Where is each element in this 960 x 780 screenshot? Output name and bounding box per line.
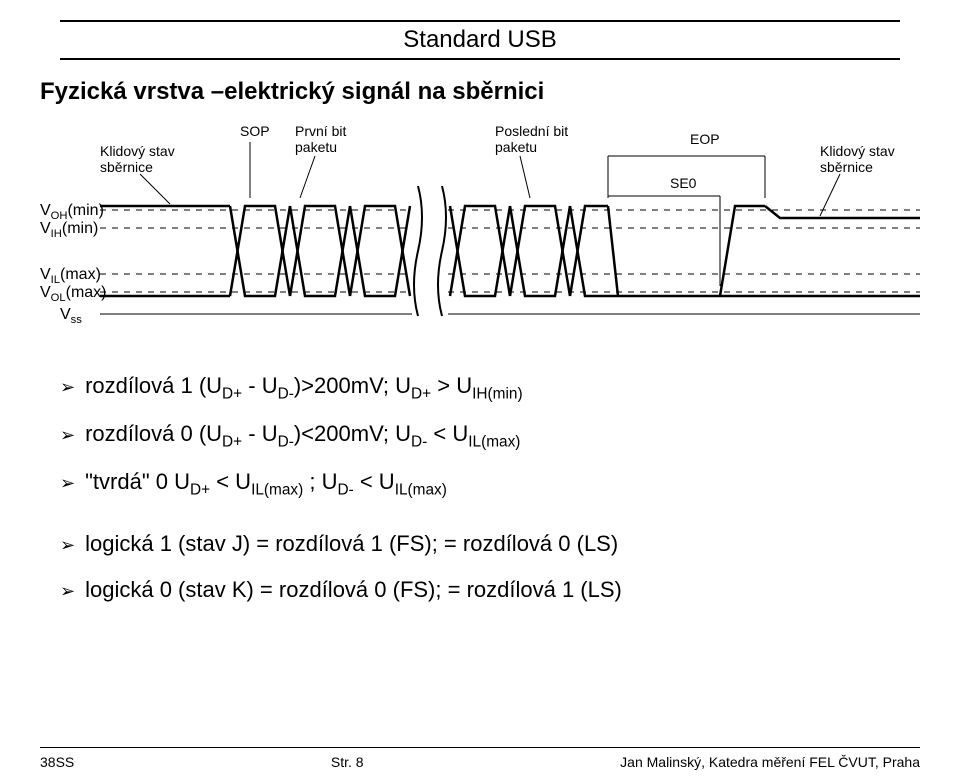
page-title: Standard USB: [403, 26, 556, 53]
eop-label: EOP: [690, 131, 720, 147]
bullet-diff0: ➢ rozdílová 0 (UD+ - UD-)<200mV; UD- < U…: [60, 414, 920, 456]
last-bit-label: Poslední bit paketu: [495, 123, 572, 155]
idle-right-label: Klidový stav sběrnice: [820, 143, 899, 175]
vss-label: Vss: [60, 306, 82, 326]
bullet-icon: ➢: [60, 419, 75, 451]
vih-label: VIH(min): [40, 220, 98, 240]
bullet-diff1: ➢ rozdílová 1 (UD+ - UD-)>200mV; UD+ > U…: [60, 366, 920, 408]
bullet-logic1: ➢ logická 1 (stav J) = rozdílová 1 (FS);…: [60, 524, 920, 564]
bullet-list-1: ➢ rozdílová 1 (UD+ - UD-)>200mV; UD+ > U…: [60, 366, 920, 504]
bullet-list-2: ➢ logická 1 (stav J) = rozdílová 1 (FS);…: [60, 524, 920, 609]
bullet-logic0: ➢ logická 0 (stav K) = rozdílová 0 (FS);…: [60, 570, 920, 610]
bullet-icon: ➢: [60, 467, 75, 499]
footer: 38SS Str. 8 Jan Malinský, Katedra měření…: [40, 747, 920, 770]
title-box: Standard USB: [60, 20, 900, 60]
idle-left-label: Klidový stav sběrnice: [100, 143, 179, 175]
bullet-icon: ➢: [60, 575, 75, 607]
waveform-svg: SOP První bit paketu Poslední bit paketu…: [100, 116, 920, 346]
first-bit-label: První bit paketu: [295, 123, 350, 155]
bullet-hard0: ➢ "tvrdá" 0 UD+ < UIL(max) ; UD- < UIL(m…: [60, 462, 920, 504]
signal-diagram: VOH(min) VIH(min) VIL(max) VOL(max) Vss …: [40, 116, 920, 346]
vol-label: VOL(max): [40, 284, 107, 304]
subtitle: Fyzická vrstva –elektrický signál na sbě…: [40, 78, 920, 106]
se0-label: SE0: [670, 175, 697, 191]
footer-left: 38SS: [40, 754, 74, 770]
bullet-icon: ➢: [60, 371, 75, 403]
sop-label: SOP: [240, 123, 270, 139]
footer-center: Str. 8: [331, 754, 364, 770]
footer-right: Jan Malinský, Katedra měření FEL ČVUT, P…: [620, 754, 920, 770]
bullet-icon: ➢: [60, 529, 75, 561]
